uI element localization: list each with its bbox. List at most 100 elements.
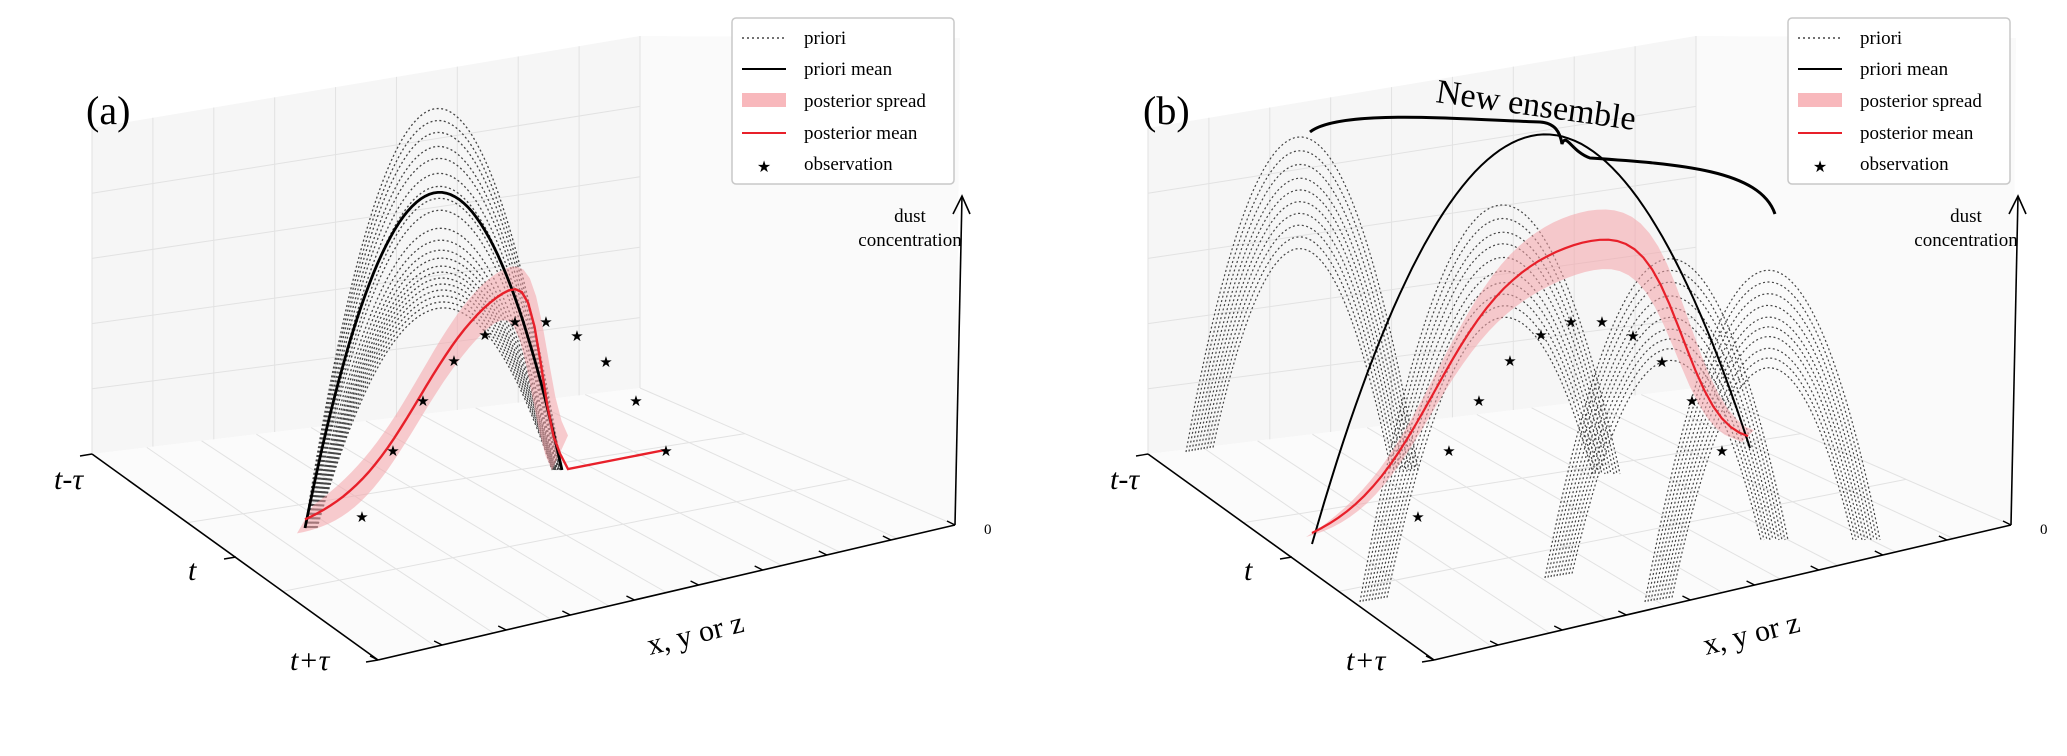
prior-member-curve xyxy=(1665,347,1860,599)
space-axis-tick xyxy=(1489,640,1499,646)
grid-line xyxy=(1531,407,1839,566)
z-axis-line xyxy=(954,195,963,526)
prior-member-curve xyxy=(312,271,556,529)
space-axis-tick xyxy=(1874,550,1884,556)
panel-a-axes xyxy=(79,194,971,663)
prior-mean-line xyxy=(303,191,564,529)
grid-line xyxy=(187,433,746,524)
panel-b-annotation-brace xyxy=(1309,115,1777,215)
grid-line xyxy=(420,413,725,580)
time-axis-tick xyxy=(79,453,93,457)
space-axis-line xyxy=(377,524,956,661)
prior-member-curve xyxy=(1206,224,1398,471)
prior-member-curve xyxy=(310,249,558,529)
observation-star-icon: ★ xyxy=(508,315,521,331)
grid-line xyxy=(475,407,783,566)
grid-line xyxy=(1257,440,1550,634)
panel-a-time-label-plus: t+τ xyxy=(290,644,331,677)
panel-a-legend-observation: observation xyxy=(804,154,893,175)
observation-star-icon: ★ xyxy=(1534,328,1547,344)
observation-star-icon: ★ xyxy=(1655,355,1668,371)
grid-line xyxy=(365,420,667,593)
posterior-mean-line xyxy=(304,287,666,521)
panel-a-posterior-spread-band xyxy=(297,266,568,534)
prior-member-curve xyxy=(306,157,561,529)
posterior-mean-line xyxy=(1311,238,1749,534)
space-axis-tick xyxy=(1810,565,1819,571)
panel-b-z-axis-label-line2: concentration xyxy=(1914,230,2018,251)
space-axis-tick xyxy=(946,520,956,526)
prior-member-curve xyxy=(315,301,554,529)
space-axis-tick xyxy=(1938,535,1948,541)
panel-a-legend-priori: priori xyxy=(804,28,846,49)
panel-b-axes xyxy=(1135,194,2027,663)
observation-star-icon: ★ xyxy=(659,444,672,460)
prior-member-curve xyxy=(1377,281,1603,600)
pane-back-left xyxy=(1148,36,1696,454)
panel-a-time-label-minus: t-τ xyxy=(54,463,84,496)
prior-member-curve xyxy=(1212,247,1392,471)
panel-b-label: (b) xyxy=(1143,88,1190,133)
time-axis-tick xyxy=(1421,659,1435,663)
panel-b-observations: ★ ★ ★ ★ ★ ★ ★ ★ ★ ★ ★ xyxy=(1411,315,1728,526)
observation-star-icon: ★ xyxy=(478,328,491,344)
panel-a-prior-mean-curve xyxy=(303,191,564,529)
prior-member-curve xyxy=(310,239,558,529)
posterior-spread-area xyxy=(1306,209,1754,537)
prior-member-curve xyxy=(1188,150,1416,471)
prior-member-curve xyxy=(1644,269,1881,603)
panel-a-label: (a) xyxy=(86,88,130,133)
grid-line xyxy=(201,440,494,634)
grid-line xyxy=(1147,105,1697,194)
legend-star-icon: ★ xyxy=(757,159,771,176)
grid-line xyxy=(530,400,840,553)
space-axis-tick xyxy=(818,550,828,556)
prior-member-curve xyxy=(1362,217,1618,602)
observation-star-icon: ★ xyxy=(1503,354,1516,370)
panel-b-legend-priori: priori xyxy=(1860,28,1902,49)
panel-a-z-zero-tick: 0 xyxy=(984,522,992,538)
prior-member-curve xyxy=(312,265,557,529)
observation-star-icon: ★ xyxy=(355,510,368,526)
grid-line xyxy=(256,433,552,620)
prior-member-curve xyxy=(1185,136,1419,471)
legend-star-icon: ★ xyxy=(1813,159,1827,176)
legend-band-icon xyxy=(742,93,786,107)
prior-member-curve xyxy=(1374,270,1606,600)
grid-line xyxy=(146,446,436,647)
grid-line xyxy=(310,427,610,607)
prior-member-curve xyxy=(311,257,557,529)
prior-member-curve xyxy=(1194,177,1410,471)
grid-line xyxy=(1147,176,1697,259)
legend-band-icon xyxy=(1798,93,1842,107)
panel-b-legend-posterior-spread: posterior spread xyxy=(1860,91,1982,112)
grid-line xyxy=(1640,394,1954,539)
prior-member-curve xyxy=(1650,293,1875,602)
prior-member-curve xyxy=(313,277,556,529)
grid-line xyxy=(1586,400,1896,553)
grid-line xyxy=(91,317,641,390)
panel-b-legend-priori-mean: priori mean xyxy=(1860,59,1949,80)
pane-back-left xyxy=(92,36,640,454)
observation-star-icon: ★ xyxy=(1715,444,1728,460)
prior-member-curve xyxy=(1568,348,1765,575)
prior-member-curve xyxy=(1553,295,1780,577)
space-axis-tick xyxy=(1746,580,1755,586)
grid-line xyxy=(584,394,898,539)
prior-member-curve xyxy=(1668,357,1857,599)
panel-b-legend-observation: observation xyxy=(1860,154,1949,175)
panel-b-z-zero-tick: 0 xyxy=(2040,522,2048,538)
space-axis-tick xyxy=(2002,520,2012,526)
panel-a-x-axis-label: x, y or z xyxy=(644,606,747,662)
prior-member-curve xyxy=(1571,359,1762,574)
grid-line xyxy=(91,246,641,325)
panel-b-time-label-plus: t+τ xyxy=(1346,644,1387,677)
observation-star-icon: ★ xyxy=(599,355,612,371)
panel-a-legend-posterior-mean: posterior mean xyxy=(804,123,918,144)
space-axis-tick xyxy=(497,625,507,631)
time-axis-tick xyxy=(1135,453,1149,457)
observation-star-icon: ★ xyxy=(1685,394,1698,410)
pane-floor xyxy=(1148,388,2011,660)
space-axis-tick xyxy=(754,565,763,571)
